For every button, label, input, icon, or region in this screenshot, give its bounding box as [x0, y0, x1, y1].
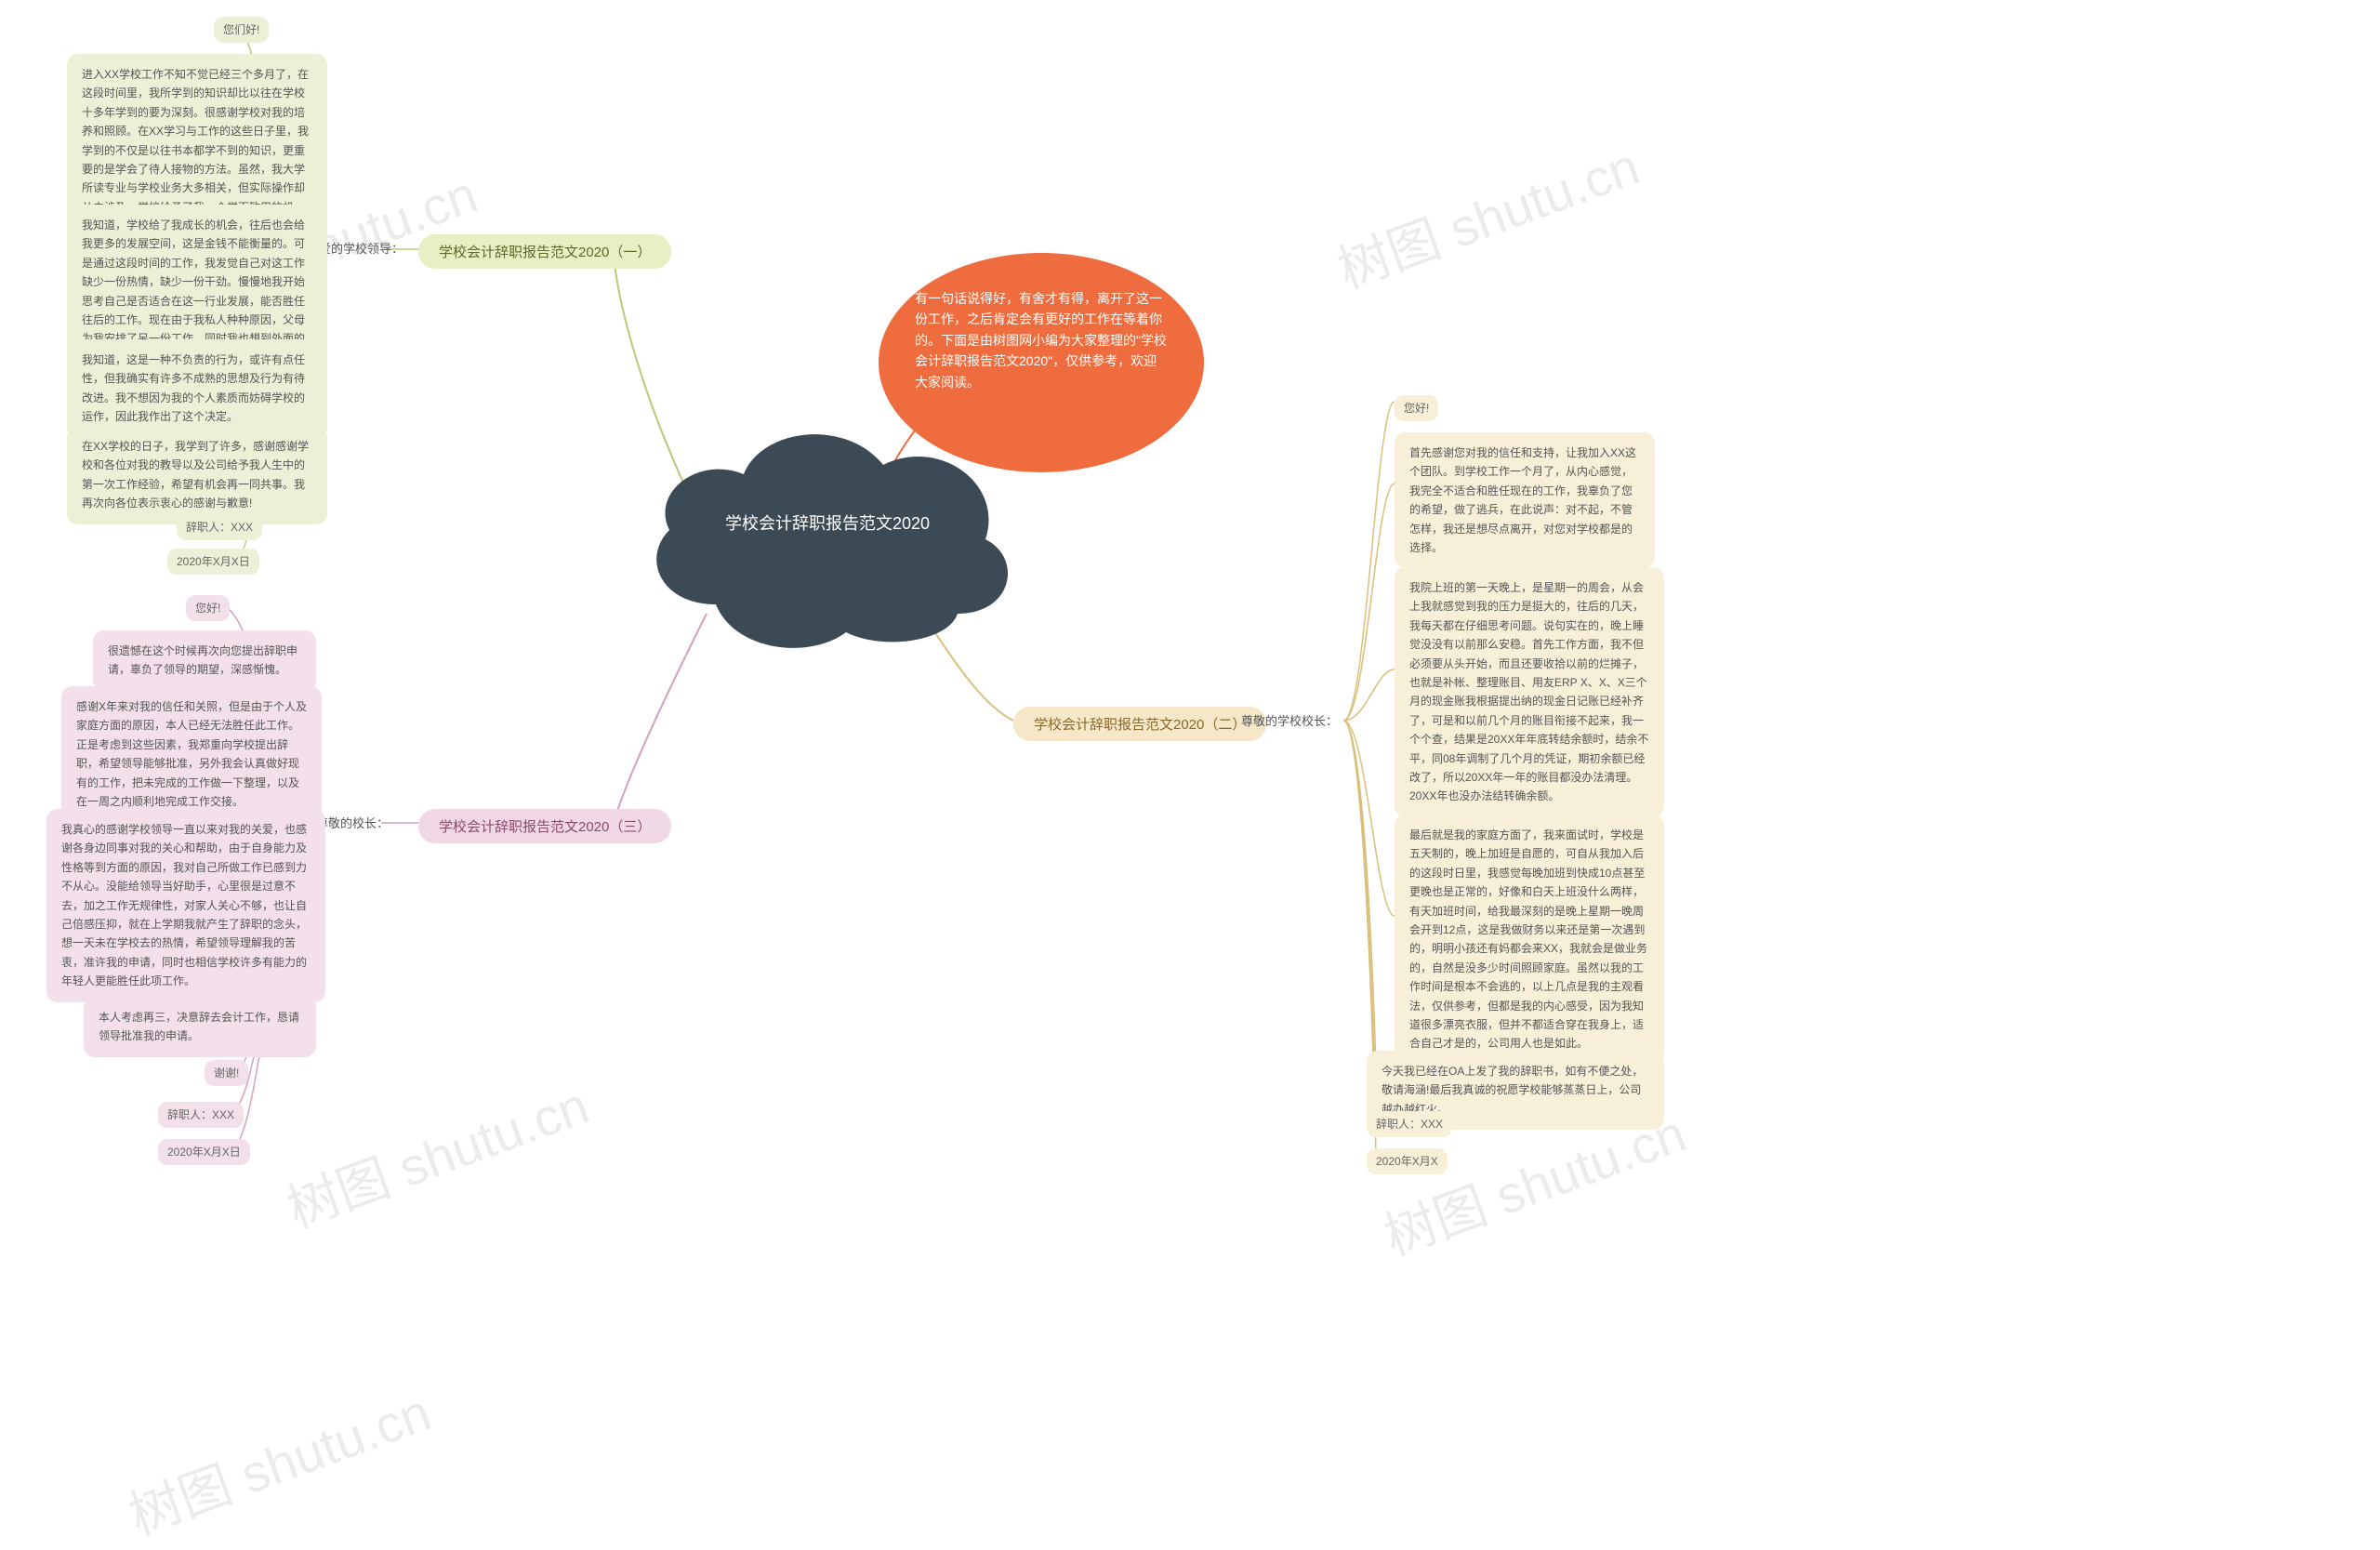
branch-3-greeting: 您好!: [186, 595, 230, 621]
branch-1-sign-date: 2020年X月X日: [167, 549, 259, 575]
branch-3-salutation: 尊敬的校长：: [316, 814, 389, 831]
intro-text: 有一句话说得好，有舍才有得，离开了这一份工作，之后肯定会有更好的工作在等着你的。…: [892, 270, 1190, 411]
branch-1-node: 我知道，这是一种不负责的行为，或许有点任性，但我确实有许多不成熟的思想及行为有待…: [67, 339, 327, 438]
branch-3-node: 谢谢!: [205, 1060, 248, 1086]
mindmap-edges: [0, 0, 2380, 1501]
branch-2-node: 首先感谢您对我的信任和支持，让我加入XX这个团队。到学校工作一个月了，从内心感觉…: [1395, 432, 1655, 568]
branch-2-sign-date: 2020年X月X: [1367, 1148, 1448, 1174]
branch-2-label: 学校会计辞职报告范文2020（二）: [1013, 707, 1266, 741]
branch-3-label: 学校会计辞职报告范文2020（三）: [418, 809, 671, 843]
branch-3-sign-date: 2020年X月X日: [158, 1139, 250, 1165]
branch-2-salutation: 尊敬的学校校长：: [1241, 711, 1338, 729]
branch-3-sign-name: 辞职人：XXX: [158, 1102, 244, 1128]
branch-3-node: 感谢X年来对我的信任和关照，但是由于个人及家庭方面的原因，本人已经无法胜任此工作…: [61, 686, 322, 822]
branch-3-node: 很遗憾在这个时候再次向您提出辞职申请，辜负了领导的期望，深感惭愧。: [93, 630, 316, 691]
watermark: 树图 shutu.cn: [1326, 125, 1648, 303]
branch-2-sign-name: 辞职人：XXX: [1367, 1111, 1452, 1137]
watermark: 树图 shutu.cn: [275, 1064, 598, 1242]
intro-node: 有一句话说得好，有舍才有得，离开了这一份工作，之后肯定会有更好的工作在等着你的。…: [892, 270, 1190, 411]
watermark: 树图 shutu.cn: [117, 1371, 440, 1549]
branch-1-greeting: 您们好!: [214, 17, 269, 43]
branch-1-node: 在XX学校的日子，我学到了许多，感谢感谢学校和各位对我的教导以及公司给予我人生中…: [67, 426, 327, 524]
center-title: 学校会计辞职报告范文2020: [623, 511, 1032, 537]
branch-2-greeting: 您好!: [1395, 395, 1438, 421]
branch-2-node: 我院上班的第一天晚上，是星期一的周会，从会上我就感觉到我的压力是挺大的，往后的几…: [1395, 567, 1664, 817]
branch-2-node: 最后就是我的家庭方面了，我来面试时，学校是五天制的，晚上加班是自愿的，可自从我加…: [1395, 815, 1664, 1065]
branch-1-sign-name: 辞职人：XXX: [177, 514, 262, 540]
branch-3-node: 我真心的感谢学校领导一直以来对我的关爱，也感谢各身边同事对我的关心和帮助，由于自…: [46, 809, 325, 1002]
branch-3-node: 本人考虑再三，决意辞去会计工作，恳请领导批准我的申请。: [84, 997, 316, 1057]
branch-1-label: 学校会计辞职报告范文2020（一）: [418, 234, 671, 269]
